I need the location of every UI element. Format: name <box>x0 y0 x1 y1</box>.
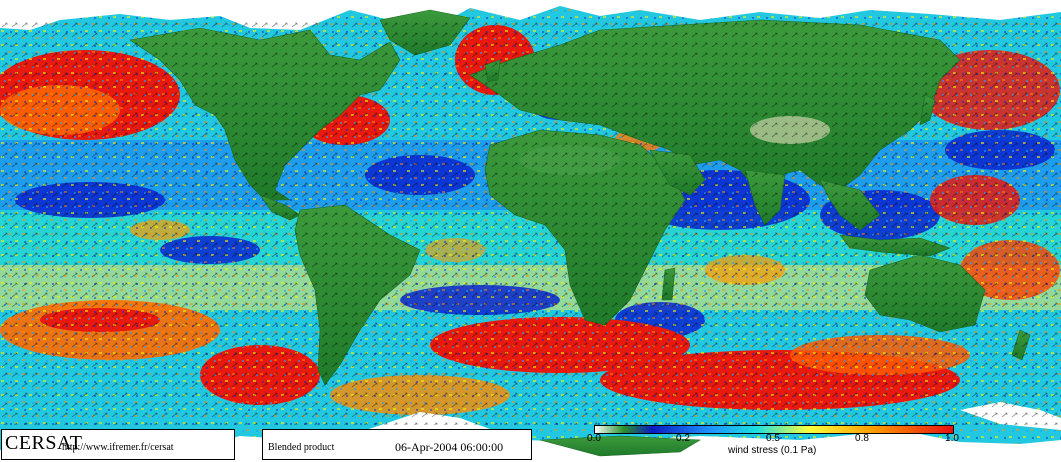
colorbar-tick: 0.2 <box>676 433 690 444</box>
timestamp: 06-Apr-2004 06:00:00 <box>395 440 504 454</box>
cersat-logo: CERSAT <box>5 432 83 454</box>
wind-vectors <box>0 20 1061 425</box>
cersat-url[interactable]: http://www.ifremer.fr/cersat <box>62 442 174 453</box>
colorbar-tick: 1.0 <box>945 433 959 444</box>
colorbar-tick: 0.0 <box>587 433 601 444</box>
colorbar-tick: 0.5 <box>766 433 780 444</box>
product-label: Blended product <box>268 442 335 453</box>
antarctic-land <box>539 435 702 457</box>
product-box: Blended product 06-Apr-2004 06:00:00 <box>262 429 532 460</box>
colorbar-label: wind stress (0.1 Pa) <box>728 445 817 456</box>
colorbar <box>594 425 954 434</box>
credit-box: CERSAT http://www.ifremer.fr/cersat <box>1 429 235 460</box>
colorbar-tick: 0.8 <box>855 433 869 444</box>
